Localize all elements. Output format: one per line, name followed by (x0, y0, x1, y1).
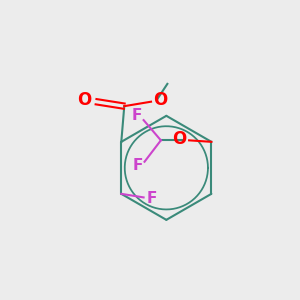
Text: O: O (153, 91, 168, 109)
Text: F: F (133, 158, 143, 173)
Text: O: O (78, 91, 92, 109)
Text: F: F (147, 191, 157, 206)
Text: O: O (172, 130, 187, 148)
Text: F: F (132, 109, 142, 124)
